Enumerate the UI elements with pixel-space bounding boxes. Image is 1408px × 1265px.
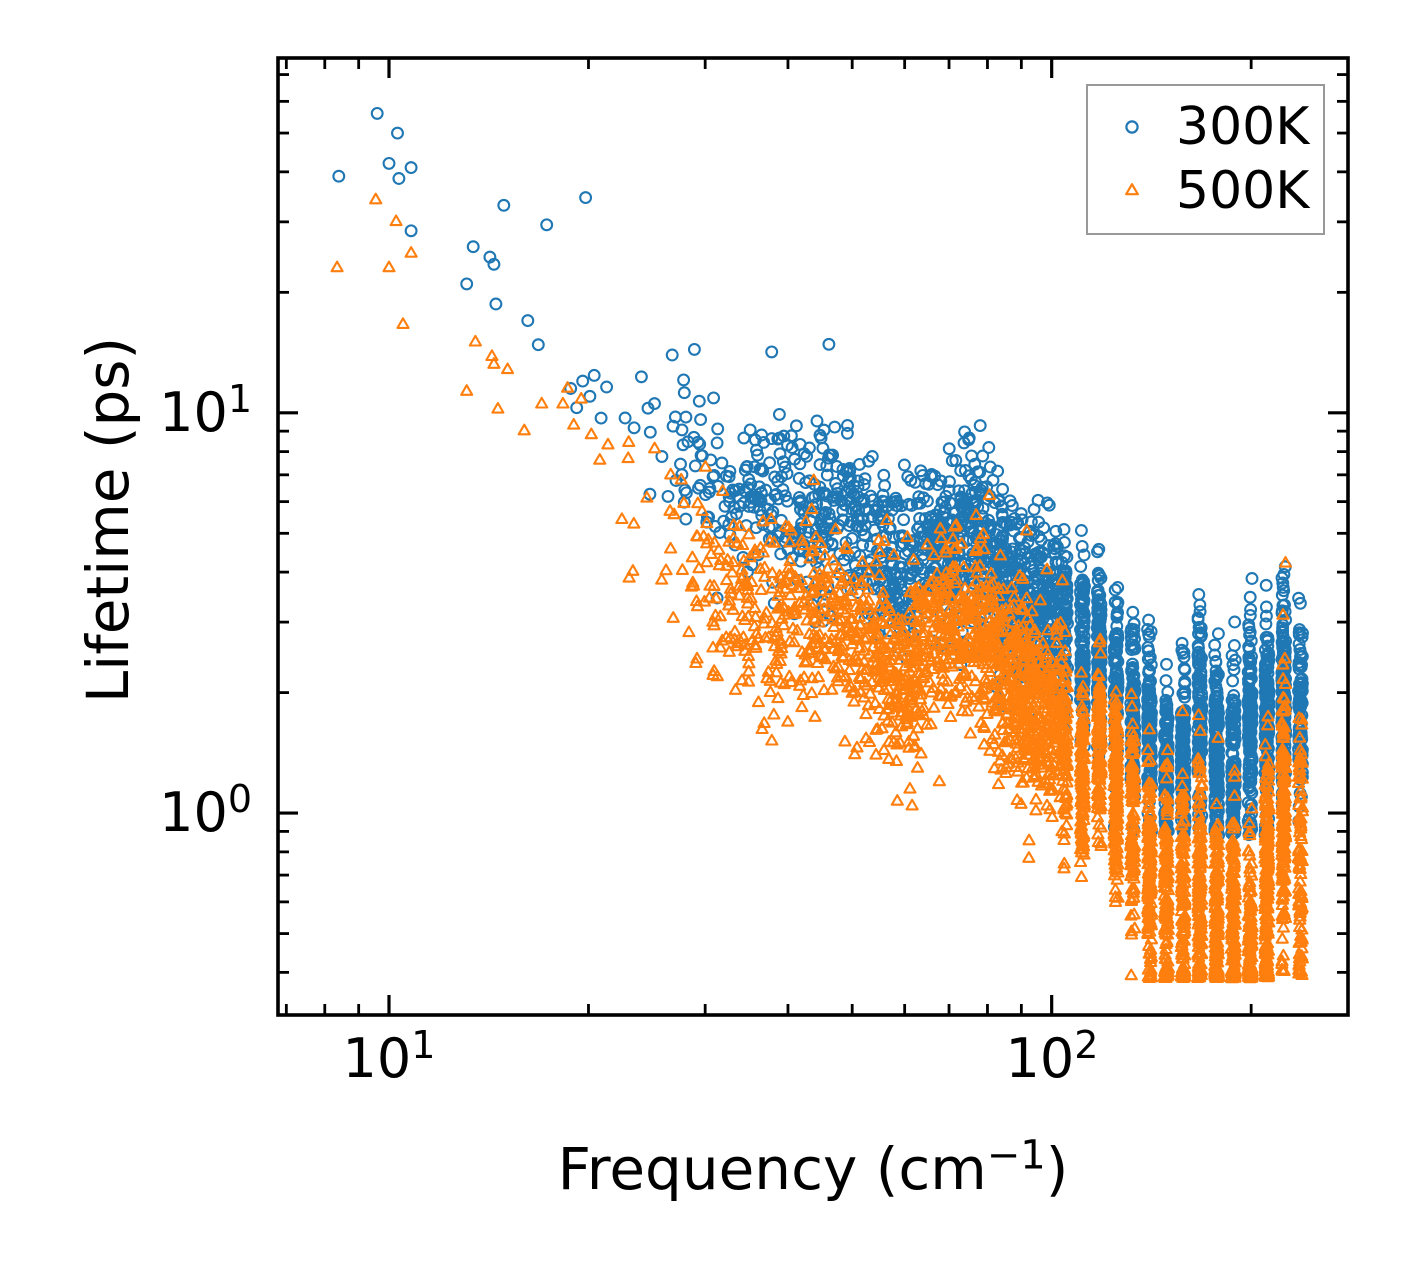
y-tick-label-10e0: 100 bbox=[159, 777, 252, 844]
y-axis-label: Lifetime (ps) bbox=[74, 336, 142, 704]
y-tick-label-10e1: 101 bbox=[159, 377, 252, 444]
legend-label-500k: 500K bbox=[1176, 161, 1310, 221]
legend-marker-triangle-icon bbox=[1088, 180, 1176, 202]
legend-item-300k: 300K bbox=[1088, 95, 1323, 159]
x-axis-label: Frequency (cm−1) bbox=[557, 1132, 1069, 1203]
legend: 300K 500K bbox=[1086, 84, 1325, 235]
legend-label-300k: 300K bbox=[1176, 97, 1310, 157]
x-tick-label-10e1: 101 bbox=[342, 1023, 436, 1090]
legend-item-500k: 500K bbox=[1088, 159, 1323, 223]
x-tick-label-10e2: 102 bbox=[1005, 1023, 1099, 1090]
legend-marker-circle-icon bbox=[1088, 116, 1176, 138]
